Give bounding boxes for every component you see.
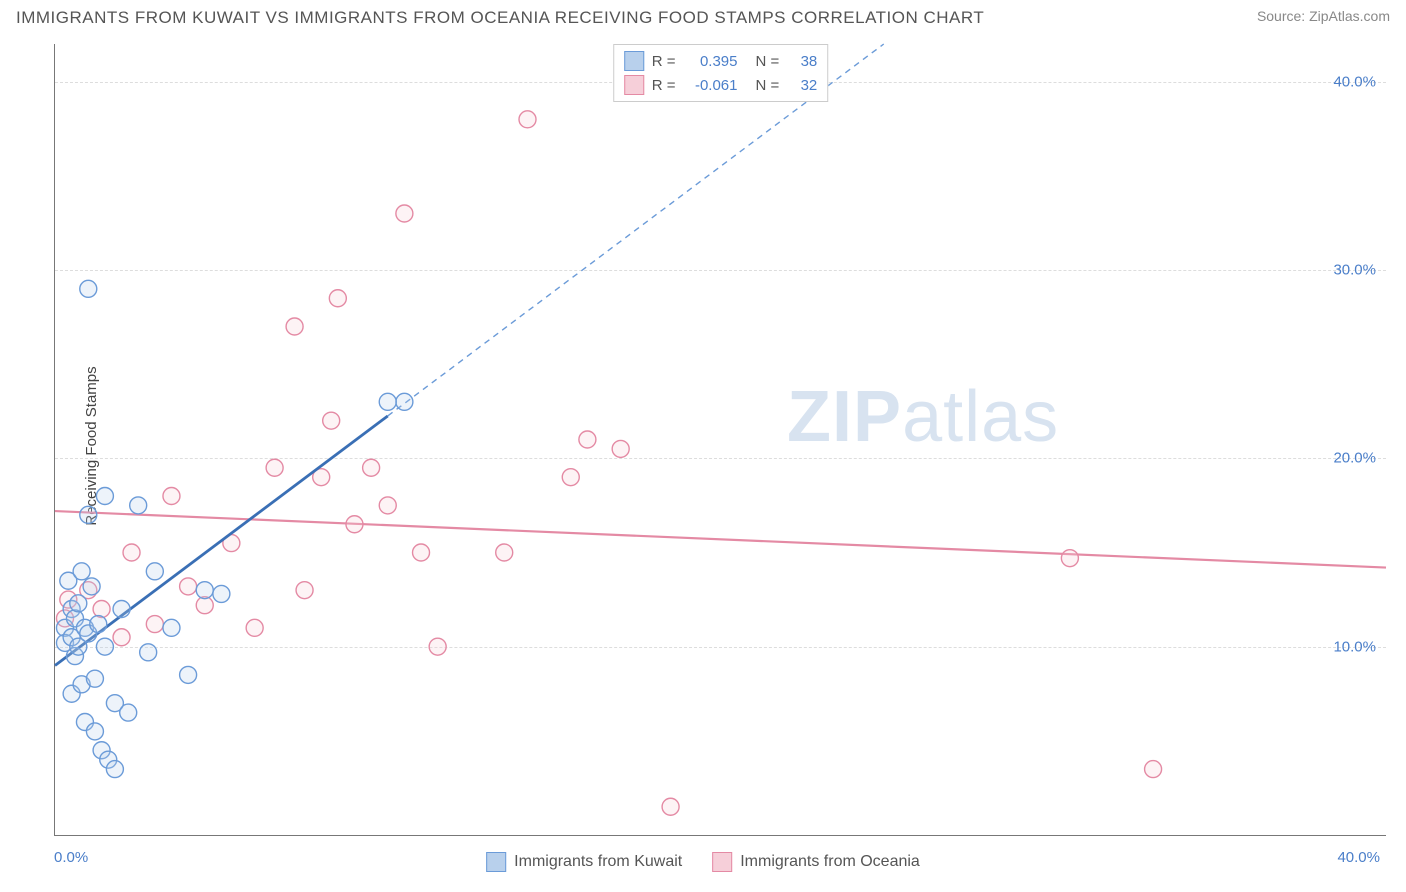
data-point [96, 488, 113, 505]
chart-title: IMMIGRANTS FROM KUWAIT VS IMMIGRANTS FRO… [16, 8, 984, 28]
data-point [429, 638, 446, 655]
data-point [562, 469, 579, 486]
data-point [323, 412, 340, 429]
data-point [163, 619, 180, 636]
data-point [146, 563, 163, 580]
legend-r-label: R = [652, 77, 676, 94]
data-point [73, 563, 90, 580]
data-point [113, 629, 130, 646]
data-point [396, 205, 413, 222]
data-point [213, 585, 230, 602]
data-point [266, 459, 283, 476]
data-point [329, 290, 346, 307]
data-point [363, 459, 380, 476]
legend-row: R = 0.395 N = 38 [624, 49, 818, 73]
data-point [662, 798, 679, 815]
data-point [113, 601, 130, 618]
data-point [146, 616, 163, 633]
chart-plot-area: ZIPatlas 10.0%20.0%30.0%40.0% R =0.395N … [54, 44, 1386, 836]
data-point [519, 111, 536, 128]
legend-n-value: 32 [787, 77, 817, 94]
legend-r-value: 0.395 [684, 53, 738, 70]
data-point [246, 619, 263, 636]
legend-swatch [712, 852, 732, 872]
data-point [379, 393, 396, 410]
x-tick-max: 40.0% [1337, 849, 1380, 866]
x-tick-min: 0.0% [54, 849, 88, 866]
data-point [1145, 761, 1162, 778]
data-point [120, 704, 137, 721]
series-legend: Immigrants from Kuwait Immigrants from Oc… [486, 852, 920, 872]
data-point [296, 582, 313, 599]
data-point [180, 578, 197, 595]
legend-swatch [486, 852, 506, 872]
legend-series-name: Immigrants from Kuwait [514, 853, 682, 871]
data-point [86, 723, 103, 740]
legend-item: Immigrants from Kuwait [486, 852, 682, 872]
data-point [140, 644, 157, 661]
correlation-legend: R = 0.395 N = 38 R = -0.061 N = 32 [613, 44, 829, 102]
data-point [80, 280, 97, 297]
legend-series-name: Immigrants from Oceania [740, 853, 920, 871]
data-point [346, 516, 363, 533]
data-point [86, 670, 103, 687]
legend-r-label: R = [652, 53, 676, 70]
data-point [106, 761, 123, 778]
data-point [496, 544, 513, 561]
data-point [130, 497, 147, 514]
trendline [55, 511, 1386, 567]
data-point [413, 544, 430, 561]
data-point [612, 440, 629, 457]
legend-r-value: -0.061 [684, 77, 738, 94]
data-point [83, 578, 100, 595]
legend-item: Immigrants from Oceania [712, 852, 920, 872]
data-point [379, 497, 396, 514]
data-point [180, 666, 197, 683]
data-point [286, 318, 303, 335]
legend-swatch [624, 75, 644, 95]
data-point [196, 582, 213, 599]
data-point [579, 431, 596, 448]
scatter-plot-svg [55, 44, 1386, 835]
data-point [1061, 550, 1078, 567]
legend-n-label: N = [756, 77, 780, 94]
legend-n-value: 38 [787, 53, 817, 70]
legend-n-label: N = [756, 53, 780, 70]
source-attribution: Source: ZipAtlas.com [1257, 8, 1390, 24]
data-point [96, 638, 113, 655]
data-point [163, 488, 180, 505]
data-point [396, 393, 413, 410]
legend-row: R = -0.061 N = 32 [624, 73, 818, 97]
data-point [80, 506, 97, 523]
data-point [70, 595, 87, 612]
legend-swatch [624, 51, 644, 71]
data-point [90, 616, 107, 633]
data-point [93, 601, 110, 618]
data-point [123, 544, 140, 561]
